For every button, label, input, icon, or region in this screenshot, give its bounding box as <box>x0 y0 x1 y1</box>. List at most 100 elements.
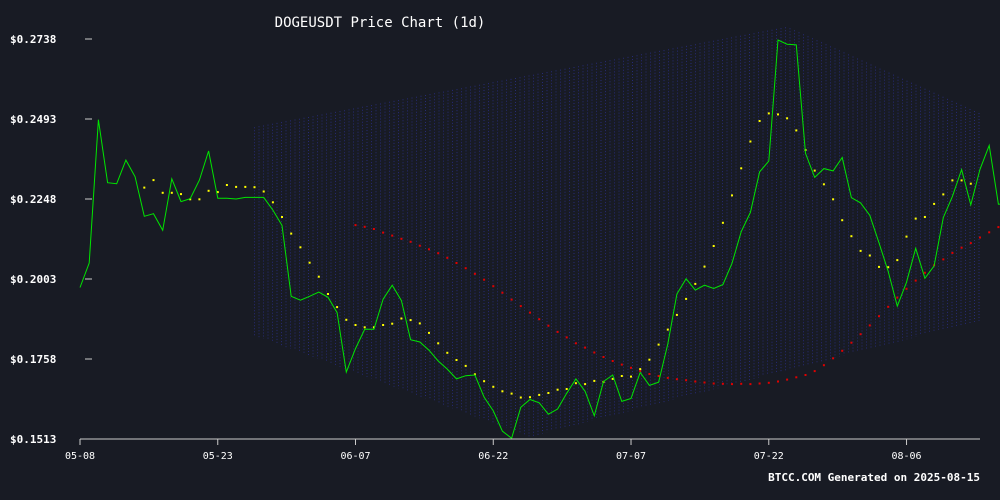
ma-fast-point <box>290 232 293 235</box>
ma-slow-point <box>657 375 660 377</box>
y-tick-label: $0.2248 <box>10 193 56 206</box>
ma-slow-point <box>786 378 789 381</box>
ma-fast-point <box>317 275 320 278</box>
ma-slow-point <box>538 318 541 321</box>
ma-fast-point <box>868 254 871 257</box>
ma-fast-point <box>740 167 743 170</box>
ma-slow-point <box>777 380 779 383</box>
ma-fast-point <box>878 265 880 268</box>
ma-slow-point <box>354 224 357 227</box>
ma-fast-point <box>859 249 862 252</box>
ma-slow-point <box>372 228 375 230</box>
ma-slow-point <box>951 251 954 254</box>
ma-slow-point <box>418 244 421 247</box>
ma-fast-point <box>593 379 596 382</box>
ma-fast-point <box>565 388 568 390</box>
ma-fast-point <box>685 297 688 300</box>
ma-fast-point <box>832 198 835 201</box>
ma-slow-point <box>630 366 632 369</box>
ma-fast-point <box>584 383 587 386</box>
ma-slow-point <box>473 272 476 275</box>
ma-fast-point <box>510 392 513 395</box>
ma-fast-point <box>822 183 825 186</box>
ma-fast-point <box>409 319 412 322</box>
ma-fast-point <box>749 140 752 143</box>
ma-fast-point <box>437 342 440 345</box>
ma-slow-point <box>565 336 568 339</box>
ma-slow-point <box>510 298 513 301</box>
ma-fast-point <box>529 396 531 399</box>
ma-slow-point <box>868 324 871 327</box>
y-tick-label: $0.1758 <box>10 353 56 366</box>
ma-slow-point <box>409 240 412 243</box>
ma-fast-point <box>336 306 339 309</box>
ma-slow-point <box>914 279 917 282</box>
ma-slow-point <box>574 342 577 345</box>
ma-fast-point <box>758 120 761 122</box>
ma-fast-point <box>574 382 577 385</box>
ma-fast-point <box>327 293 329 295</box>
ma-fast-point <box>216 191 219 194</box>
ma-slow-point <box>905 287 908 290</box>
ma-fast-point <box>299 246 302 249</box>
ma-fast-point <box>620 375 623 377</box>
ma-fast-point <box>850 235 853 238</box>
ma-slow-point <box>455 262 458 264</box>
ma-slow-point <box>813 370 816 373</box>
ma-fast-point <box>271 201 274 204</box>
ma-fast-point <box>841 219 844 222</box>
ma-fast-point <box>391 322 394 325</box>
ma-fast-point <box>675 313 678 316</box>
ma-fast-point <box>933 202 936 205</box>
ma-slow-point <box>721 382 724 385</box>
fast-moving-average <box>143 112 972 399</box>
ma-fast-point <box>308 261 311 264</box>
ma-fast-point <box>161 191 164 194</box>
ma-fast-point <box>281 216 283 218</box>
ma-slow-point <box>878 315 880 318</box>
ma-slow-point <box>648 373 651 375</box>
ma-slow-point <box>593 351 596 354</box>
ma-slow-point <box>822 364 825 367</box>
ma-slow-point <box>712 382 715 385</box>
ma-fast-point <box>143 186 146 189</box>
ma-fast-point <box>777 113 779 116</box>
ma-slow-point <box>492 285 495 288</box>
ma-slow-point <box>519 305 522 308</box>
x-tick-label: 05-23 <box>203 451 233 462</box>
ma-fast-point <box>657 343 660 346</box>
ma-fast-point <box>418 322 421 325</box>
ma-slow-point <box>767 381 770 384</box>
ma-fast-point <box>547 392 550 394</box>
ma-fast-point <box>795 129 798 132</box>
ma-slow-point <box>841 349 844 352</box>
ma-fast-point <box>519 396 522 399</box>
ma-slow-point <box>795 376 798 379</box>
ma-slow-point <box>666 376 669 379</box>
y-tick-label: $0.2003 <box>10 273 56 286</box>
ma-fast-point <box>225 184 228 186</box>
ma-slow-point <box>556 330 559 333</box>
x-tick-label: 06-22 <box>478 451 508 462</box>
x-tick-label: 08-06 <box>891 451 921 462</box>
ma-fast-point <box>372 326 375 329</box>
ma-slow-point <box>896 296 899 299</box>
ma-slow-point <box>749 383 752 386</box>
ma-slow-point <box>602 356 605 358</box>
ma-fast-point <box>951 179 954 182</box>
ma-fast-point <box>152 179 155 182</box>
ma-slow-point <box>611 360 614 362</box>
ma-fast-point <box>703 265 706 268</box>
ma-slow-point <box>685 379 688 382</box>
ma-slow-point <box>464 267 467 270</box>
y-tick-label: $0.1513 <box>10 433 56 446</box>
ma-slow-point <box>501 291 504 294</box>
ma-fast-point <box>428 331 430 334</box>
chart-title: DOGEUSDT Price Chart (1d) <box>275 15 486 31</box>
ma-slow-point <box>694 380 697 383</box>
ma-slow-point <box>446 256 449 259</box>
ma-slow-point <box>988 231 991 234</box>
ma-fast-point <box>501 390 504 393</box>
